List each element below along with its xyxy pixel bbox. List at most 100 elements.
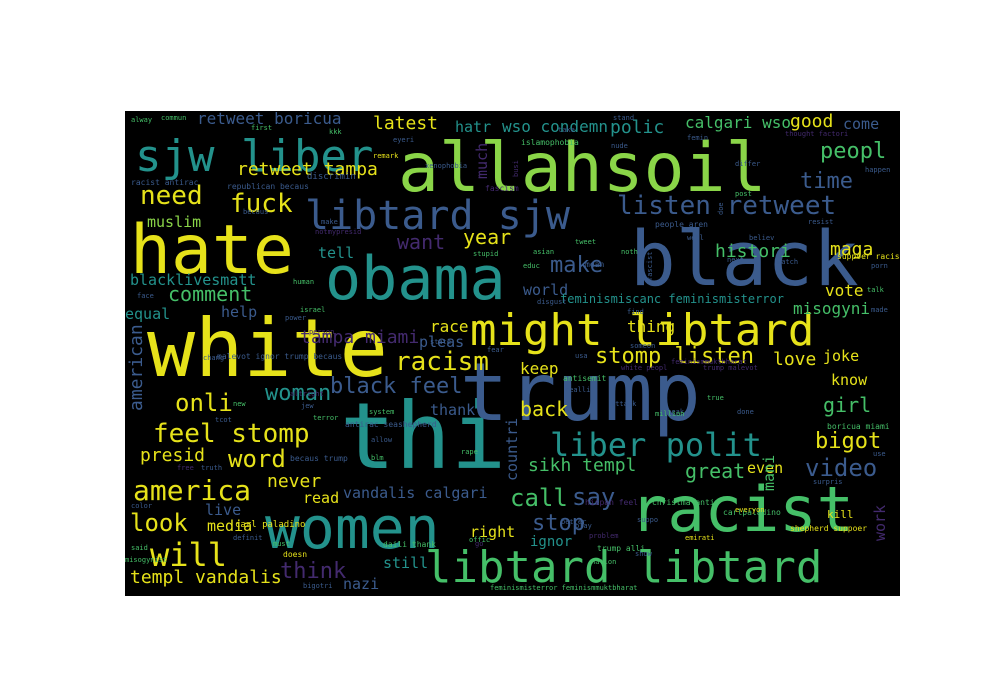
word-state: state [430, 338, 452, 346]
word-comment: comment [168, 282, 253, 306]
word-stomp-listen: stomp listen [595, 344, 754, 369]
word-feminismisterror-feminismmuktbharat: feminismisterror feminismmuktbharat [490, 584, 638, 592]
word-busi: busi [512, 160, 520, 177]
word-women: women [265, 494, 440, 562]
word-hate: hate [130, 211, 294, 290]
word-read: read [303, 489, 340, 507]
word-fuck: fuck [230, 189, 293, 219]
word-realli: realli [565, 386, 591, 394]
word-suppoer-racist: suppoer racist [837, 252, 900, 261]
word-stop: stop [532, 511, 585, 536]
word-nation: nation [591, 558, 617, 566]
word-templ-vandalis: templ vandalis [130, 567, 282, 588]
word-talk: talk [867, 286, 884, 294]
word-femin: femin [687, 134, 709, 142]
word-muslim: muslim [147, 213, 202, 231]
word-will: will [150, 536, 228, 574]
word-islamophobia: islamophobia [521, 138, 579, 147]
word-emirati: emirati [685, 534, 715, 542]
word-fascist: fascist [646, 251, 654, 281]
word-trump: trump [460, 346, 701, 439]
word-porn: porn [871, 262, 888, 270]
word-retweet-tampa: retweet tampa [237, 159, 378, 180]
word-peopl: peopl [820, 139, 887, 164]
word-made: made [871, 306, 888, 314]
word-trump-alli: trump alli [597, 544, 646, 553]
word-take: take [558, 126, 575, 134]
word-listen-retweet: listen retweet [617, 191, 837, 221]
word-never: never [267, 471, 322, 492]
word-kkk: kkk [329, 128, 342, 136]
word-republican-becaus: republican becaus [227, 182, 309, 191]
word-world: world [523, 281, 569, 299]
word-make: make [550, 253, 603, 278]
word-bigotri: bigotri [303, 582, 333, 590]
word-asian: asian [533, 248, 555, 256]
word-blacklivesmatt: blacklivesmatt [130, 271, 257, 289]
word-new: new [233, 400, 246, 408]
word-great: great [685, 459, 746, 483]
word-boricua-miami: boricua miami [827, 422, 890, 431]
word-becaus-trump: becaus trump [290, 454, 348, 463]
word-love: love [773, 349, 817, 370]
word-watch: watch [777, 258, 799, 266]
word-thing: thing [627, 317, 676, 336]
word-retweet-boricua: retweet boricua [197, 111, 342, 128]
word-woman: woman [265, 381, 332, 406]
word-think: think [280, 559, 347, 584]
word-racist-antirac: racist antirac [131, 178, 199, 187]
word-libtard-sjw: libtard sjw [305, 193, 570, 239]
word-happen: happen [865, 166, 891, 174]
word-terror: terror [313, 414, 339, 422]
word-power: power [285, 314, 307, 322]
word-problem: problem [589, 532, 619, 540]
word-know: know [831, 371, 868, 389]
word-carlpaladino: carlpaladino [723, 508, 781, 517]
word-mani: mani [760, 454, 778, 491]
word-everyon: everyon [735, 506, 765, 514]
word-media: media [207, 517, 253, 535]
word-carl-paladino: carl paladino [235, 520, 306, 530]
word-bigot: bigot [815, 429, 882, 454]
word-even: even [747, 459, 784, 477]
word-better: better [561, 518, 587, 526]
word-much: much [473, 142, 491, 179]
word-racist: racist [630, 473, 854, 546]
word-million: million [655, 410, 685, 418]
word-say: say [572, 483, 616, 511]
word-nazi: nazi [343, 575, 380, 593]
word-must: must [273, 540, 290, 548]
word-done: done [737, 408, 754, 416]
word-good: good [790, 111, 834, 132]
word-first: first [251, 124, 273, 132]
word-next: next [727, 256, 744, 264]
word-video: video [805, 454, 878, 482]
word-altright: altright [290, 390, 324, 398]
word-sjw-liber: sjw liber [135, 131, 374, 182]
word-countri: countri [503, 417, 521, 481]
word-commun: commun [161, 114, 187, 122]
word-find: find [627, 308, 644, 316]
word-latest: latest [373, 113, 439, 134]
word-help: help [221, 303, 258, 321]
word-polic: polic [610, 117, 665, 138]
word-girl: girl [823, 393, 872, 417]
word-misogynist: misogynist [125, 556, 168, 564]
word-someon: someon [630, 342, 656, 350]
word-vandalis-calgari: vandalis calgari [343, 484, 488, 502]
word-free: free [177, 464, 194, 472]
word-daili-thank: daili thank [383, 540, 436, 549]
word-malevot-ignor-trump-becaus: malevot ignor trump becaus [217, 352, 343, 361]
word-surpris: surpris [813, 478, 843, 486]
word-person: person [309, 328, 335, 336]
word-noth: noth [621, 248, 638, 256]
word-blm: blm [371, 454, 384, 462]
word-rape: rape [461, 448, 478, 456]
word-american: american [126, 324, 147, 411]
word-white: white [147, 302, 388, 395]
word-thank: thank [430, 401, 476, 419]
word-post: post [735, 190, 752, 198]
word-still: still [383, 554, 429, 572]
word-shepherd-suppoer: shepherd suppoer [790, 524, 868, 533]
word-alway: alway [131, 116, 153, 124]
